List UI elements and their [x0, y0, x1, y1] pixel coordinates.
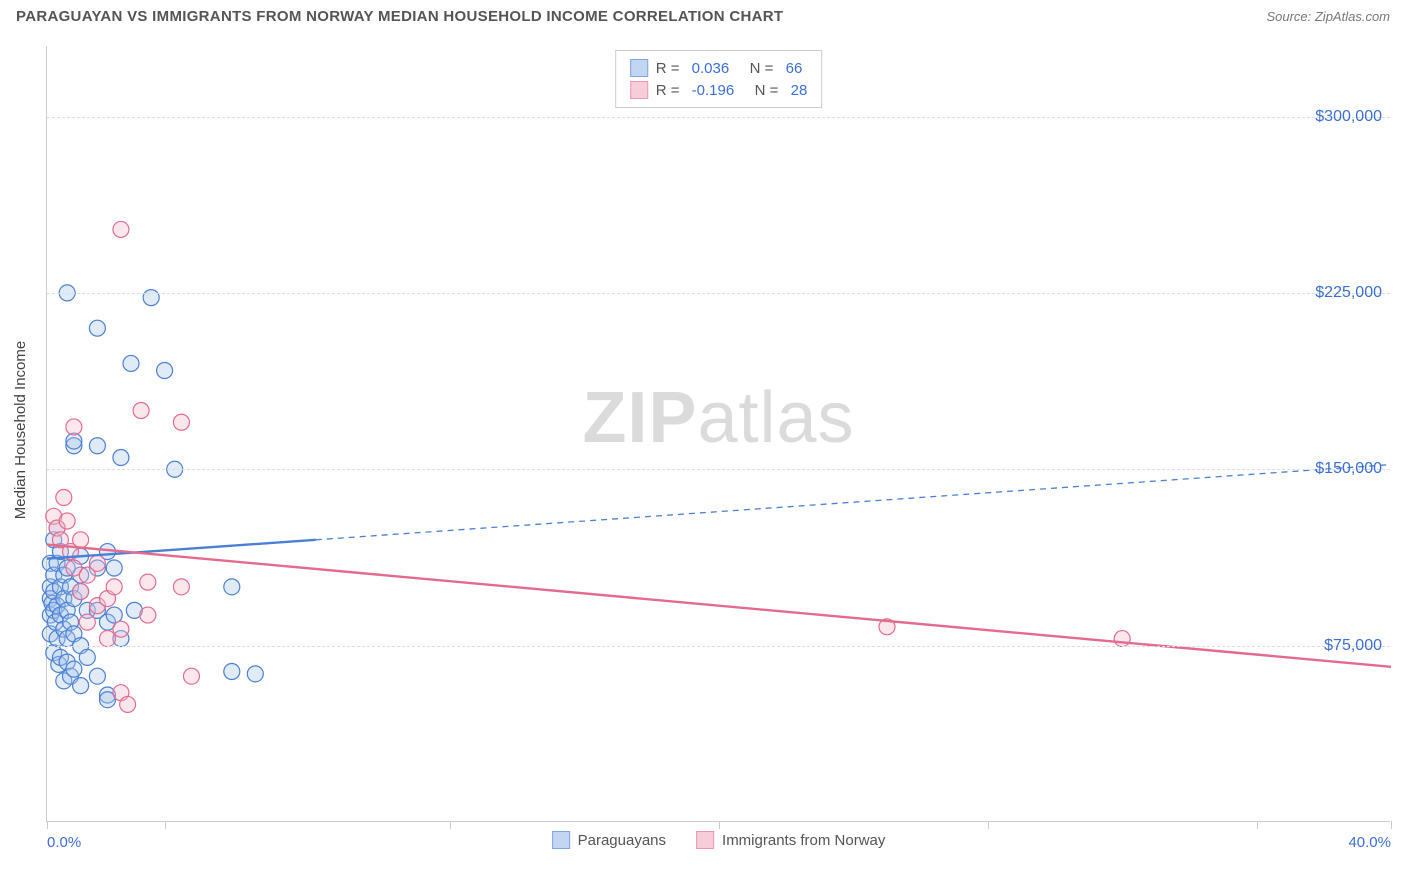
- data-point: [113, 621, 129, 637]
- x-tick: [1257, 821, 1258, 829]
- data-point: [66, 419, 82, 435]
- data-point: [140, 574, 156, 590]
- legend-stat-label: R =: [656, 82, 684, 99]
- legend-item: Paraguayans: [552, 831, 666, 849]
- data-point: [140, 607, 156, 623]
- data-point: [1114, 631, 1130, 647]
- x-tick-label: 0.0%: [47, 834, 81, 851]
- gridline: [47, 293, 1390, 294]
- data-point: [79, 649, 95, 665]
- legend-swatch-icon: [630, 81, 648, 99]
- x-tick: [988, 821, 989, 829]
- trend-line: [47, 545, 1391, 667]
- data-point: [73, 678, 89, 694]
- legend-swatch-icon: [552, 831, 570, 849]
- data-point: [120, 696, 136, 712]
- y-tick-label: $75,000: [1324, 637, 1382, 655]
- data-point: [173, 414, 189, 430]
- data-point: [89, 668, 105, 684]
- x-tick: [1391, 821, 1392, 829]
- x-tick-label: 40.0%: [1348, 834, 1391, 851]
- data-point: [89, 320, 105, 336]
- data-point: [56, 489, 72, 505]
- legend-swatch-icon: [696, 831, 714, 849]
- data-point: [73, 584, 89, 600]
- data-point: [79, 614, 95, 630]
- legend-row: R = -0.196 N = 28: [630, 79, 808, 101]
- legend-n-value: 28: [791, 82, 808, 99]
- x-tick: [165, 821, 166, 829]
- data-point: [99, 631, 115, 647]
- data-point: [106, 579, 122, 595]
- legend-row: R = 0.036 N = 66: [630, 57, 808, 79]
- data-point: [89, 438, 105, 454]
- trend-line-ext: [316, 465, 1391, 540]
- data-point: [73, 532, 89, 548]
- data-point: [113, 450, 129, 466]
- y-tick-label: $150,000: [1315, 460, 1382, 478]
- y-tick-label: $300,000: [1315, 108, 1382, 126]
- legend-stat-label: N =: [737, 60, 777, 77]
- title-bar: PARAGUAYAN VS IMMIGRANTS FROM NORWAY MED…: [0, 0, 1406, 25]
- legend-r-value: 0.036: [692, 60, 730, 77]
- legend-r-value: -0.196: [692, 82, 735, 99]
- data-point: [106, 560, 122, 576]
- y-tick-label: $225,000: [1315, 284, 1382, 302]
- data-point: [59, 513, 75, 529]
- data-point: [123, 355, 139, 371]
- plot-area: ZIPatlas R = 0.036 N = 66R = -0.196 N = …: [46, 46, 1390, 822]
- data-point: [113, 221, 129, 237]
- legend-series-label: Immigrants from Norway: [722, 832, 885, 849]
- data-point: [173, 579, 189, 595]
- data-point: [224, 579, 240, 595]
- data-point: [157, 363, 173, 379]
- legend-stat-label: N =: [742, 82, 782, 99]
- gridline: [47, 469, 1390, 470]
- data-point: [66, 661, 82, 677]
- x-tick: [47, 821, 48, 829]
- correlation-legend: R = 0.036 N = 66R = -0.196 N = 28: [615, 50, 823, 108]
- x-tick: [450, 821, 451, 829]
- legend-n-value: 66: [786, 60, 803, 77]
- chart-title: PARAGUAYAN VS IMMIGRANTS FROM NORWAY MED…: [16, 8, 783, 25]
- chart-svg: [47, 46, 1390, 821]
- legend-item: Immigrants from Norway: [696, 831, 885, 849]
- y-axis-label: Median Household Income: [12, 341, 29, 519]
- legend-stat-label: R =: [656, 60, 684, 77]
- data-point: [183, 668, 199, 684]
- data-point: [247, 666, 263, 682]
- chart-container: PARAGUAYAN VS IMMIGRANTS FROM NORWAY MED…: [0, 0, 1406, 892]
- legend-series-label: Paraguayans: [578, 832, 666, 849]
- source-label: Source: ZipAtlas.com: [1266, 9, 1390, 24]
- series-legend: Paraguayans Immigrants from Norway: [552, 831, 886, 849]
- x-tick: [719, 821, 720, 829]
- legend-swatch-icon: [630, 59, 648, 77]
- data-point: [89, 555, 105, 571]
- gridline: [47, 646, 1390, 647]
- data-point: [133, 402, 149, 418]
- data-point: [224, 664, 240, 680]
- gridline: [47, 117, 1390, 118]
